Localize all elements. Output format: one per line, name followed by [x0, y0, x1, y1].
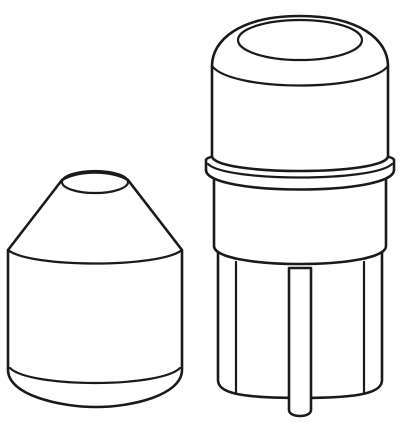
- plug-dome-top: [236, 18, 364, 62]
- plug-dome-shoulder: [210, 64, 390, 87]
- short-rounded-cap: [6, 169, 184, 409]
- short-cap-bottom-edge: [8, 366, 182, 385]
- short-cap-shoulder: [6, 248, 184, 265]
- plug-center-stem: [287, 266, 313, 418]
- capped-ribbed-plug: [204, 14, 396, 418]
- plug-collar-line: [206, 162, 394, 179]
- plug-mid-cylinder: [212, 176, 388, 266]
- short-cap-body: [6, 171, 184, 409]
- short-cap-top: [60, 169, 130, 195]
